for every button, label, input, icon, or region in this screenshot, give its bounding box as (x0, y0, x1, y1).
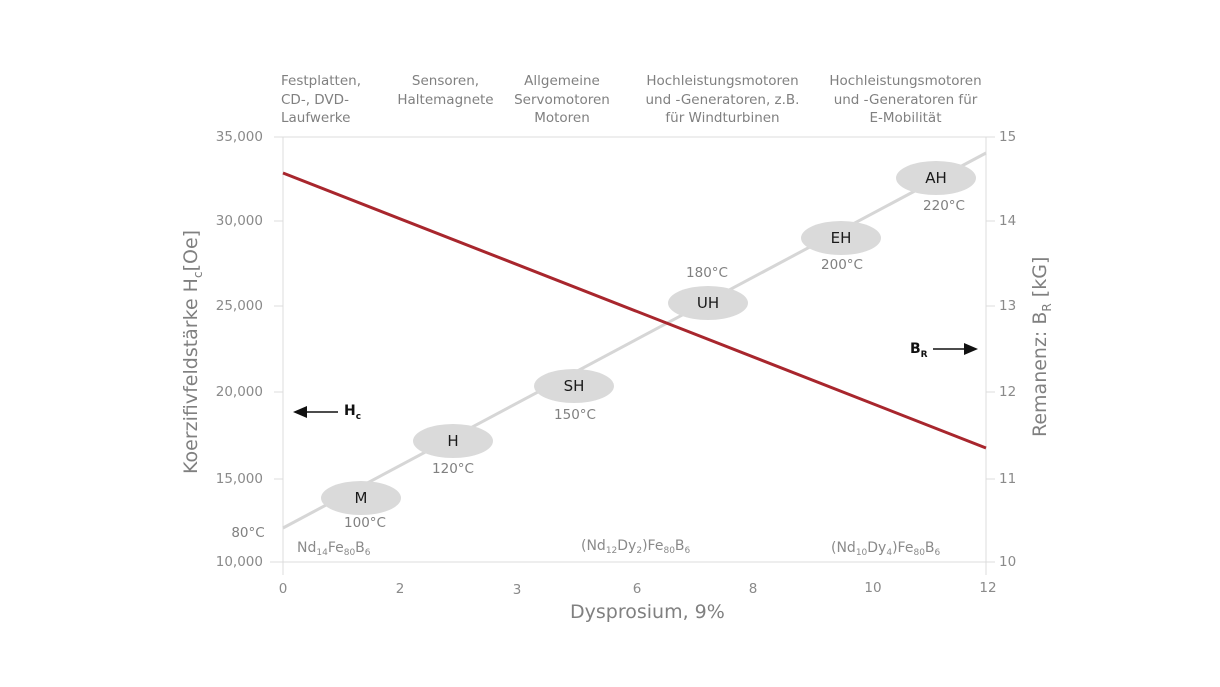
br-series-line (282, 171, 987, 450)
formula-part: (Nd (581, 538, 606, 554)
grade-badge-h: H (413, 424, 493, 458)
arrow-left-icon (293, 406, 338, 418)
formula-part: Dy (617, 538, 637, 554)
y-left-tick: 30,000 (215, 213, 263, 229)
x-tick: 12 (979, 580, 997, 596)
formula-sub: 6 (364, 548, 371, 558)
temp-label: 100°C (344, 515, 386, 531)
x-tick: 10 (864, 580, 882, 596)
y-left-axis-title: Koerzifivfeldstärke Hc[Oe] (180, 230, 205, 474)
x-tick: 8 (748, 581, 758, 597)
y-left-tick: 15,000 (215, 471, 263, 487)
formula-part: )Fe (642, 538, 664, 554)
app-line: und -Generatoren für (833, 91, 978, 108)
y-left-title-main: Koerzifivfeldstärke H (180, 278, 202, 474)
br-label: B (910, 341, 921, 357)
formula-sub: 80 (343, 548, 356, 558)
y-right-title-sub: R (1039, 303, 1054, 312)
y-right-tick: 12 (999, 384, 1017, 400)
y-right-tick: 14 (999, 213, 1017, 229)
application-label-storage: Festplatten, CD-, DVD- Laufwerke (281, 72, 361, 128)
temp-label: 220°C (923, 198, 965, 214)
br-sub: R (920, 349, 928, 360)
formula-sub: 80 (913, 548, 925, 558)
formula-sub: 12 (605, 546, 618, 556)
temp-label: 200°C (821, 257, 863, 273)
app-line: für Windturbinen (665, 110, 780, 126)
arrow-right-icon (933, 343, 978, 355)
hc-sub: c (355, 411, 362, 422)
formula-part: (Nd (831, 540, 856, 556)
y-right-tick: 13 (999, 298, 1017, 314)
temp-label: 120°C (432, 461, 474, 477)
y-right-tick: 11 (999, 471, 1017, 487)
application-label-emobility: Hochleistungsmotoren und -Generatoren fü… (818, 72, 993, 128)
y-left-ticks (274, 136, 283, 563)
temp-label: 150°C (554, 407, 596, 423)
app-line: Servomotoren (514, 91, 610, 108)
app-line: Allgemeine (524, 73, 600, 89)
br-annotation: BR (910, 341, 928, 360)
formula-sub: 4 (886, 548, 893, 558)
formula-part: B (355, 540, 365, 556)
formula-sub: 6 (684, 546, 691, 556)
formula-sub: 6 (934, 548, 941, 558)
y-right-ticks (986, 136, 995, 563)
formula-part: Dy (867, 540, 887, 556)
y-right-tick: 15 (999, 129, 1017, 145)
x-axis-title: Dysprosium, 9% (570, 601, 725, 623)
application-label-wind: Hochleistungsmotoren und -Generatoren, z… (635, 72, 810, 128)
y-left-tick: 20,000 (215, 384, 263, 400)
formula-part: )Fe (892, 540, 914, 556)
grade-badge-m: M (321, 481, 401, 515)
app-line: CD-, DVD- (281, 91, 349, 108)
y-left-title-unit: [Oe] (180, 229, 202, 272)
temp-label: 80°C (231, 525, 265, 541)
y-right-tick: 10 (999, 554, 1017, 570)
formula-part: Nd (297, 540, 317, 556)
app-line: Motoren (534, 110, 590, 126)
app-line: Sensoren, (411, 73, 480, 89)
x-tick: 3 (512, 582, 522, 598)
formula-part: B (674, 538, 685, 554)
grade-badge-ah: AH (896, 161, 976, 195)
y-right-title-main: Remanenz: B (1029, 311, 1051, 437)
formula-nd14fe80b6: Nd14Fe80B6 (297, 540, 371, 558)
grade-badge-eh: EH (801, 221, 881, 255)
app-line: und -Generatoren, z.B. (645, 91, 800, 108)
formula-sub: 80 (663, 546, 675, 556)
grade-badge-sh: SH (534, 369, 614, 403)
grade-badge-uh: UH (668, 286, 748, 320)
y-left-title-sub: c (190, 271, 205, 279)
y-left-tick: 25,000 (215, 298, 263, 314)
temp-label: 180°C (686, 265, 728, 281)
x-tick: 0 (278, 581, 288, 597)
app-line: Laufwerke (281, 110, 351, 126)
hc-annotation: Hc (344, 403, 361, 422)
app-line: E-Mobilität (869, 110, 942, 126)
application-label-servomotors: Allgemeine Servomotoren Motoren (502, 72, 622, 128)
hc-label: H (344, 403, 356, 419)
formula-part: B (924, 540, 935, 556)
formula-sub: 2 (636, 546, 643, 556)
app-line: Festplatten, (281, 73, 361, 89)
formula-sub: 14 (316, 548, 328, 558)
formula-nd12dy2fe80b6: (Nd12Dy2)Fe80B6 (581, 538, 690, 556)
hc-series-line (282, 151, 987, 530)
x-tick: 6 (632, 581, 642, 597)
app-line: Hochleistungsmotoren (829, 73, 982, 89)
y-right-title-unit: [kG] (1029, 256, 1051, 304)
y-left-tick: 35,000 (215, 129, 263, 145)
x-tick: 2 (395, 581, 405, 597)
y-left-tick: 10,000 (215, 554, 263, 570)
formula-nd10dy4fe80b6: (Nd10Dy4)Fe80B6 (831, 540, 940, 558)
formula-part: Fe (327, 540, 344, 556)
application-label-sensors: Sensoren, Haltemagnete (383, 72, 508, 109)
y-right-axis-title: Remanenz: BR [kG] (1029, 257, 1054, 437)
app-line: Haltemagnete (397, 91, 494, 108)
app-line: Hochleistungsmotoren (646, 73, 799, 89)
formula-sub: 10 (855, 548, 868, 558)
